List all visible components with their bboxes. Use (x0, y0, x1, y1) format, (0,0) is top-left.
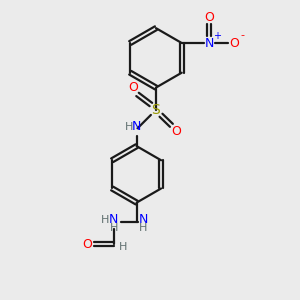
Text: O: O (171, 125, 181, 138)
Text: H: H (139, 224, 147, 233)
Text: +: + (213, 32, 221, 41)
Text: N: N (132, 120, 141, 133)
Text: O: O (82, 238, 92, 251)
Text: H: H (110, 224, 118, 233)
Text: S: S (152, 103, 160, 117)
Text: N: N (109, 213, 119, 226)
Text: O: O (128, 81, 138, 94)
Text: -: - (240, 31, 244, 40)
Text: H: H (125, 122, 134, 132)
Text: N: N (205, 37, 214, 50)
Text: O: O (204, 11, 214, 24)
Text: O: O (230, 37, 239, 50)
Text: H: H (118, 242, 127, 252)
Text: H: H (100, 214, 109, 224)
Text: N: N (139, 213, 148, 226)
